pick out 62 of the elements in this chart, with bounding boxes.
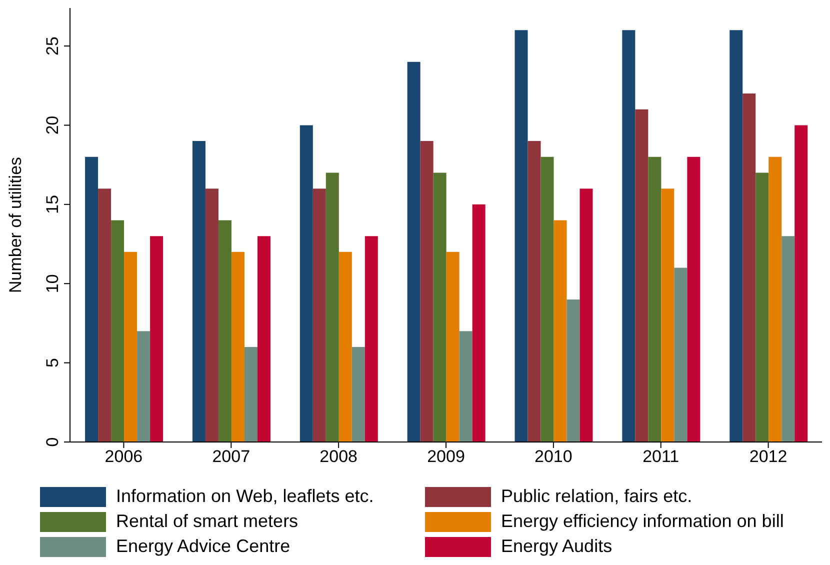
- legend-label: Rental of smart meters: [116, 511, 298, 532]
- bar: [674, 268, 688, 442]
- bar: [622, 30, 636, 442]
- bar: [407, 62, 420, 442]
- bar: [137, 331, 150, 442]
- y-axis-title: Number of utilities: [6, 156, 26, 294]
- bar: [742, 94, 756, 442]
- bar: [514, 30, 528, 442]
- bar: [635, 109, 648, 442]
- x-tick-label: 2006: [104, 447, 143, 466]
- bar: [192, 141, 206, 442]
- bar: [782, 236, 795, 442]
- bar: [648, 156, 662, 442]
- y-tick-label: 5: [43, 358, 62, 368]
- bar: [244, 346, 258, 442]
- bar: [150, 236, 164, 442]
- bar: [257, 236, 270, 442]
- bar: [472, 204, 486, 442]
- bar: [218, 220, 232, 442]
- x-tick-label: 2009: [427, 447, 465, 466]
- bar: [326, 172, 339, 442]
- bar: [364, 236, 378, 442]
- bar: [687, 156, 700, 442]
- legend-label: Public relation, fairs etc.: [501, 486, 692, 507]
- bar: [98, 188, 112, 442]
- bar: [124, 252, 138, 442]
- bar: [312, 188, 326, 442]
- bar: [446, 252, 460, 442]
- x-tick-label: 2011: [642, 447, 680, 466]
- bar: [420, 141, 434, 442]
- bar: [580, 188, 593, 442]
- bar: [205, 188, 218, 442]
- bar: [338, 252, 352, 442]
- bar: [352, 346, 365, 442]
- bar: [540, 156, 554, 442]
- legend-label: Energy Audits: [501, 536, 612, 557]
- x-tick-label: 2010: [534, 447, 572, 466]
- bar: [459, 331, 472, 442]
- y-tick-label: 25: [43, 36, 62, 56]
- bar: [528, 141, 541, 442]
- bar: [554, 220, 567, 442]
- bar: [231, 252, 244, 442]
- bar: [111, 220, 124, 442]
- bar: [794, 125, 808, 442]
- legend-label: Energy Advice Centre: [116, 536, 290, 557]
- bar: [300, 125, 313, 442]
- legend-label: Information on Web, leaflets etc.: [116, 486, 374, 507]
- bar: [661, 188, 674, 442]
- bar: [756, 172, 769, 442]
- bar: [433, 172, 446, 442]
- x-tick-label: 2012: [749, 447, 788, 466]
- y-tick-label: 0: [43, 437, 62, 447]
- y-tick-label: 20: [43, 116, 62, 135]
- bar: [566, 299, 580, 442]
- legend-label: Energy efficiency information on bill: [501, 511, 784, 532]
- bar: [768, 156, 782, 442]
- x-tick-label: 2008: [320, 447, 358, 466]
- bar: [730, 30, 743, 442]
- bar: [85, 156, 98, 442]
- y-tick-label: 15: [43, 194, 62, 214]
- x-tick-label: 2007: [212, 447, 250, 466]
- y-tick-label: 10: [43, 274, 62, 294]
